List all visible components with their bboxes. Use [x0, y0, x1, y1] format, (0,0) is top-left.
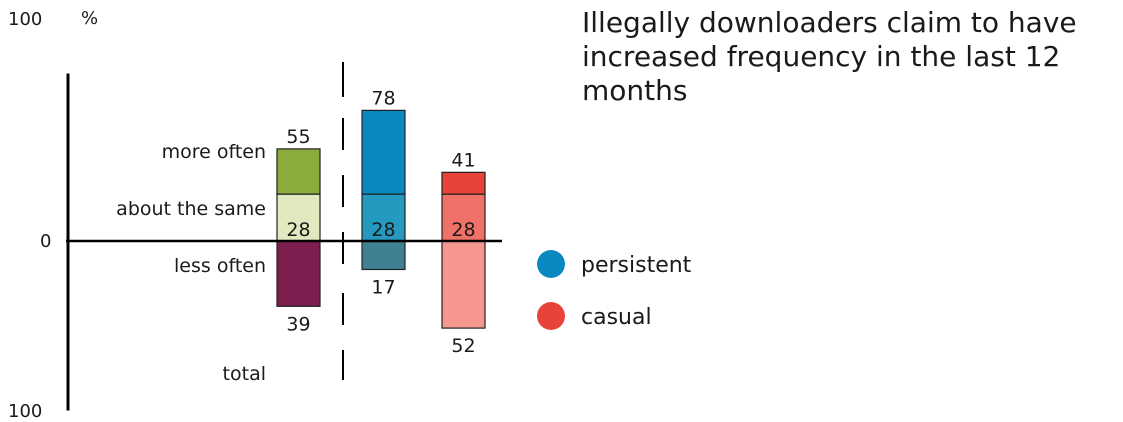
bar-value-label: 78 [371, 87, 395, 109]
bar-segment-more-often [361, 109, 406, 195]
legend-swatch [537, 302, 565, 330]
bar-value-label: 41 [451, 149, 475, 171]
category-label: total [223, 363, 266, 385]
bar-value-label: 17 [371, 276, 395, 298]
bar-value-label: 28 [451, 219, 475, 241]
bar-segment-less-often [361, 240, 406, 271]
y-axis-unit-label: % [81, 8, 98, 29]
bar-value-label: 39 [286, 313, 310, 335]
legend-label: casual [581, 305, 652, 330]
y-tick-label: 100 [8, 9, 42, 30]
y-tick-label: 0 [40, 231, 51, 252]
bar-segment-about-the-same [361, 193, 406, 242]
bar-segment-more-often [276, 148, 321, 195]
legend-swatch [537, 250, 565, 278]
bar-value-label: 28 [286, 219, 310, 241]
bar-value-label: 52 [451, 335, 475, 357]
category-label: less often [174, 255, 266, 277]
chart-title: Illegally downloaders claim to have incr… [582, 6, 1077, 107]
bar-value-label: 28 [371, 219, 395, 241]
category-label: more often [162, 141, 266, 163]
bar-segment-less-often [276, 240, 321, 307]
bar-segment-more-often [441, 171, 486, 195]
bar-segment-less-often [441, 240, 486, 329]
y-tick-label: 100 [8, 401, 42, 422]
legend-label: persistent [581, 253, 692, 278]
bar-value-label: 55 [286, 126, 310, 148]
category-label: about the same [116, 198, 266, 220]
